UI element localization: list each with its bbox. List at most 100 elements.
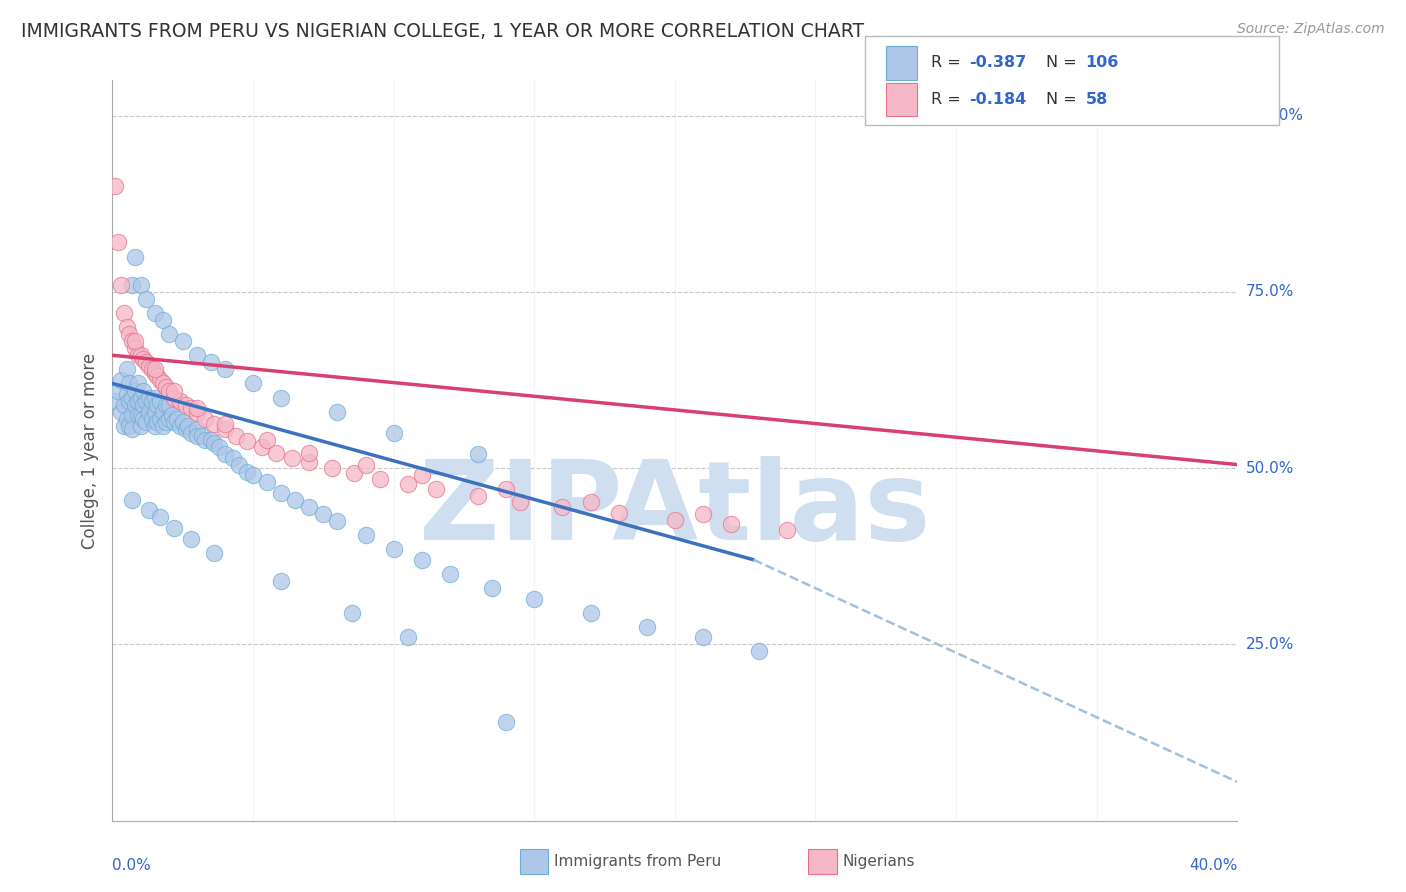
Point [104,394,127,409]
Point [132,351,155,366]
Point [169,418,191,433]
Point [270,485,292,500]
Point [163,384,186,398]
Point [143,366,166,380]
Point [143,405,166,419]
Point [242,376,264,391]
Point [177,418,200,433]
Point [129,418,152,433]
Point [200,355,222,369]
Point [129,277,152,292]
Point [141,411,163,425]
Point [121,422,143,436]
Point [208,440,231,454]
Point [155,415,177,429]
Point [340,606,363,620]
Point [152,418,174,433]
Point [129,408,152,422]
Point [411,468,433,483]
Point [396,630,419,644]
Point [186,429,208,443]
Point [118,418,141,433]
Point [523,591,546,606]
Point [107,384,129,398]
Point [236,434,259,449]
Text: Immigrants from Peru: Immigrants from Peru [554,855,721,869]
Point [354,458,377,472]
Point [326,514,349,528]
Point [143,391,166,405]
Point [222,450,245,465]
Text: 0.0%: 0.0% [112,858,152,872]
Point [509,495,531,509]
Point [425,482,447,496]
Point [467,447,489,461]
Point [112,306,135,320]
Point [141,362,163,376]
Point [186,401,208,416]
Point [264,445,287,459]
Point [163,415,186,429]
Point [112,398,135,412]
Point [118,376,141,391]
Point [115,362,138,376]
Point [481,581,503,595]
Point [579,495,602,509]
Point [776,523,799,537]
Point [191,429,214,443]
Point [115,411,138,425]
Text: ZIPAtlas: ZIPAtlas [419,456,931,563]
Point [186,348,208,362]
Text: 50.0%: 50.0% [1246,460,1294,475]
Point [495,714,517,729]
Text: 100.0%: 100.0% [1246,108,1303,123]
Point [138,391,160,405]
Text: -0.184: -0.184 [969,92,1026,107]
Point [579,606,602,620]
Text: 25.0%: 25.0% [1246,637,1294,652]
Point [636,620,658,634]
Point [152,313,174,327]
Point [720,517,742,532]
Point [121,334,143,348]
Point [124,341,146,355]
Point [242,468,264,483]
Point [149,510,172,524]
Point [368,472,391,486]
Point [152,405,174,419]
Y-axis label: College, 1 year or more: College, 1 year or more [80,352,98,549]
Point [326,405,349,419]
Point [115,320,138,334]
Point [163,521,186,535]
Point [664,512,686,526]
Point [298,445,321,459]
Point [214,422,236,436]
Point [110,373,132,387]
Point [121,391,143,405]
Point [132,398,155,412]
Point [146,415,169,429]
Point [312,507,335,521]
Point [135,394,157,409]
Point [495,482,517,496]
Point [124,384,146,398]
Text: 58: 58 [1085,92,1108,107]
Point [256,475,278,490]
Point [214,417,236,431]
Point [115,387,138,401]
Point [194,411,217,425]
Point [607,506,630,520]
Point [152,376,174,391]
Point [551,500,574,514]
Point [118,394,141,409]
Point [138,359,160,373]
Point [157,411,180,425]
Point [163,391,186,405]
Text: Source: ZipAtlas.com: Source: ZipAtlas.com [1237,22,1385,37]
Point [121,408,143,422]
Point [194,433,217,447]
Point [256,433,278,447]
Point [214,362,236,376]
Point [155,398,177,412]
Point [382,425,405,440]
